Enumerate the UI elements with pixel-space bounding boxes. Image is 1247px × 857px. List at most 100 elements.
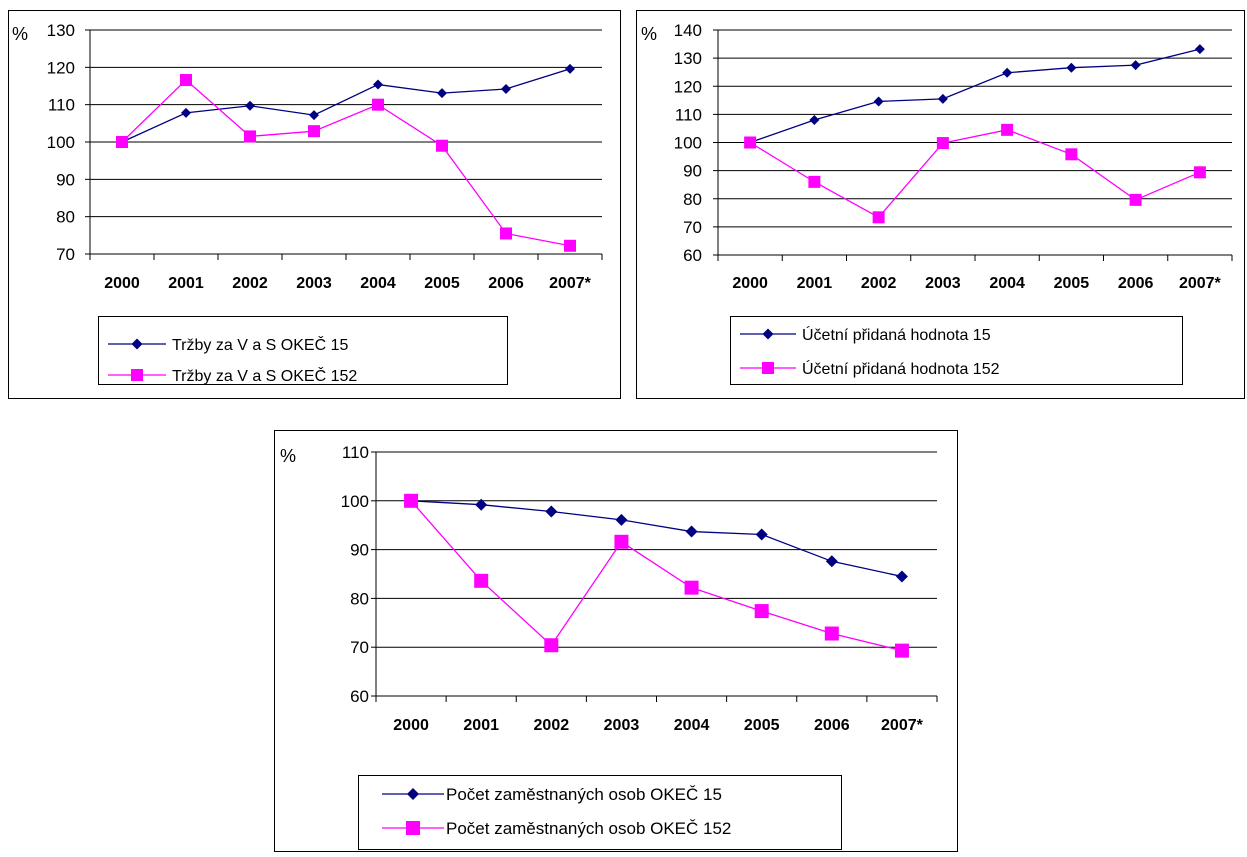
x-tick-label: 2006: [814, 717, 850, 734]
data-point: [615, 513, 628, 526]
data-point: [809, 115, 820, 125]
data-point: [1002, 67, 1013, 78]
series-secondary: [404, 493, 909, 658]
series-secondary: [116, 74, 576, 252]
data-point: [544, 638, 559, 653]
y-tick-label: 70: [350, 638, 369, 657]
x-tick-label: 2003: [604, 717, 640, 734]
x-tick-label: 2001: [797, 275, 833, 292]
chart-employees: % 60 70 80 90 100 110 2000 2001 2002 2003 2004 2005 2…: [274, 430, 958, 852]
legend-marker: [762, 328, 774, 340]
x-tick-label: 2003: [296, 275, 332, 292]
x-tick-label: 2004: [360, 275, 396, 292]
legend-label: Počet zaměstnaných osob OKEČ 15: [446, 785, 722, 804]
data-point: [436, 139, 448, 152]
y-tick-label: 100: [674, 134, 702, 153]
series-line: [411, 500, 903, 578]
y-tick-label: 80: [350, 589, 369, 608]
legend-label: Tržby za V a S OKEČ 15: [172, 335, 348, 354]
data-point: [1065, 148, 1078, 161]
x-tick-label: 2001: [168, 275, 204, 292]
legend-box: [358, 775, 842, 850]
x-tick-label: 2007*: [549, 275, 592, 292]
data-point: [372, 98, 384, 111]
chart-sales: % 70 80 90 100 110 120 130 2000 2001 2002 2003 2004 2…: [8, 10, 621, 399]
series-line: [749, 48, 1201, 144]
y-tick-label: 110: [342, 443, 369, 462]
data-point: [244, 130, 256, 143]
data-point: [245, 100, 255, 111]
chart-employees-svg: % 60 70 80 90 100 110 2000 2001 2002 2003 2004 2005 2…: [274, 430, 958, 852]
y-tick-label: 60: [350, 687, 369, 706]
legend-marker: [407, 788, 419, 800]
data-point: [1066, 62, 1077, 73]
y-tick-label: 120: [674, 77, 702, 96]
chart-value-added-svg: % 60 70 80 90 100 110 120 130 140 2000 2001 2002 2003…: [636, 10, 1245, 399]
data-point: [754, 604, 769, 619]
x-tick-label: 2000: [104, 275, 140, 292]
legend-box: [98, 316, 508, 385]
y-tick-label: 120: [47, 58, 75, 77]
x-tick-label: 2007*: [1179, 275, 1222, 292]
series-secondary: [744, 123, 1206, 224]
series-line: [410, 500, 903, 652]
data-point: [936, 137, 949, 150]
series-line: [749, 129, 1201, 219]
x-tick-label: 2000: [393, 717, 429, 734]
data-point: [1193, 166, 1206, 179]
x-tick-label: 2004: [989, 275, 1025, 292]
data-point: [744, 136, 757, 149]
x-tick-label: 2003: [925, 275, 961, 292]
legend-label: Tržby za V a S OKEČ 152: [172, 366, 357, 385]
x-tick-label: 2005: [744, 717, 780, 734]
y-tick-label: 70: [683, 218, 702, 237]
data-point: [1129, 193, 1142, 206]
series-line: [121, 79, 571, 247]
data-point: [475, 498, 488, 511]
series-primary: [745, 44, 1205, 148]
data-point: [808, 175, 821, 188]
y-tick-label: 140: [674, 21, 702, 40]
legend-box: [730, 316, 1183, 385]
y-tick-label: 60: [683, 246, 702, 265]
legend-marker: [131, 338, 143, 350]
chart-sales-svg: % 70 80 90 100 110 120 130 2000 2001 2002 2003 2004 2…: [8, 10, 621, 399]
data-point: [873, 96, 884, 107]
data-point: [565, 63, 575, 74]
data-point: [564, 239, 576, 252]
data-point: [685, 525, 698, 538]
y-axis-label: %: [280, 446, 296, 466]
data-point: [373, 79, 383, 90]
y-axis-label: %: [12, 24, 28, 44]
y-tick-label: 110: [48, 96, 75, 115]
y-tick-label: 90: [683, 162, 702, 181]
data-point: [545, 505, 558, 518]
y-tick-label: 100: [341, 492, 369, 511]
x-tick-label: 2000: [732, 275, 768, 292]
x-tick-label: 2007*: [881, 717, 924, 734]
y-tick-label: 130: [674, 49, 702, 68]
data-point: [1130, 60, 1141, 71]
y-axis-label: %: [641, 24, 657, 44]
data-point: [116, 136, 128, 148]
legend-marker: [131, 369, 143, 381]
data-point: [937, 93, 948, 104]
y-tick-label: 80: [56, 208, 75, 227]
data-point: [500, 227, 512, 240]
x-tick-label: 2002: [534, 717, 570, 734]
x-tick-label: 2006: [488, 275, 524, 292]
data-point: [437, 88, 447, 99]
data-point: [895, 570, 908, 583]
data-point: [684, 580, 699, 595]
data-point: [894, 643, 909, 658]
y-tick-label: 130: [47, 21, 75, 40]
data-point: [614, 534, 629, 549]
legend-label: Počet zaměstnaných osob OKEČ 152: [446, 819, 731, 838]
legend: Počet zaměstnaných osob OKEČ 15 Počet zam…: [358, 775, 842, 850]
chart-value-added: % 60 70 80 90 100 110 120 130 140 2000 2001 2002 2003…: [636, 10, 1245, 399]
x-tick-label: 2002: [232, 275, 268, 292]
y-tick-label: 110: [675, 105, 702, 124]
x-tick-label: 2005: [1054, 275, 1090, 292]
legend-label: Účetní přidaná hodnota 15: [802, 325, 991, 344]
legend: Účetní přidaná hodnota 15 Účetní přidaná …: [730, 316, 1183, 385]
